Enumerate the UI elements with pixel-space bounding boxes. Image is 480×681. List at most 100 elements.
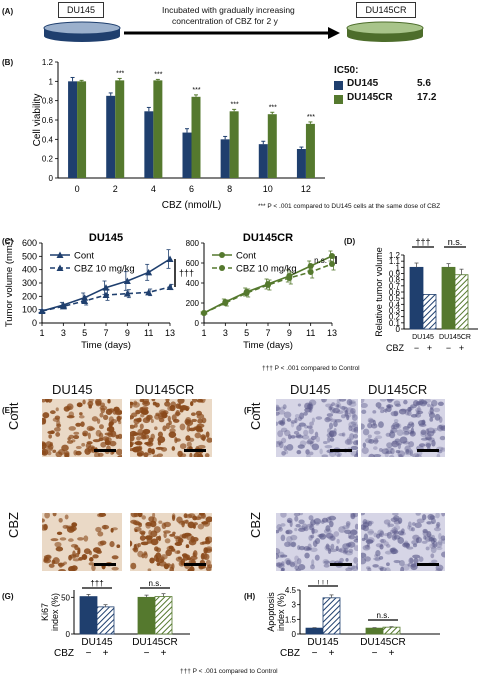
cell-nucleus <box>325 403 333 408</box>
significance-mark: ††† <box>90 580 103 588</box>
cell-nucleus <box>338 526 346 533</box>
cell-nucleus <box>309 421 314 426</box>
arrow-text-2: concentration of CBZ for 2 y <box>172 16 278 26</box>
y-tick-label: 0 <box>49 174 54 183</box>
cell-nucleus <box>386 442 393 448</box>
cell-nucleus <box>314 538 321 545</box>
cell-nucleus <box>351 414 358 421</box>
cell-nucleus <box>145 522 152 529</box>
cell-nucleus <box>397 517 403 524</box>
cell-nucleus <box>298 519 305 525</box>
cell-nucleus <box>380 409 385 414</box>
cell-nucleus <box>364 438 373 444</box>
cell-nucleus <box>205 546 212 552</box>
cell-nucleus <box>325 525 331 532</box>
cell-nucleus <box>324 416 331 423</box>
cell-nucleus <box>279 421 286 426</box>
x-tick-label: 13 <box>165 328 175 338</box>
cell-nucleus <box>397 442 401 450</box>
ki67-du145cr-cbz-image <box>130 513 212 571</box>
scale-bar <box>94 563 116 566</box>
y-tick-label: 4.5 <box>285 586 297 595</box>
cell-nucleus <box>399 531 406 536</box>
cell-nucleus <box>134 529 138 533</box>
cell-nucleus <box>281 417 286 425</box>
cell-nucleus <box>351 529 358 535</box>
cell-nucleus <box>99 424 104 430</box>
scale-bar <box>184 449 206 452</box>
cell-nucleus <box>280 513 287 518</box>
cell-nucleus <box>416 410 424 415</box>
cell-nucleus <box>145 441 154 447</box>
cell-nucleus <box>61 444 69 452</box>
cell-nucleus <box>86 425 94 432</box>
cell-nucleus <box>307 438 315 445</box>
cell-nucleus <box>351 411 356 418</box>
cell-nucleus <box>345 407 354 414</box>
cell-nucleus <box>296 424 302 432</box>
chart-title: DU145 <box>89 232 123 244</box>
cell-nucleus <box>176 516 183 523</box>
y-axis-title: index (%) <box>50 593 60 631</box>
cell-nucleus <box>294 527 298 532</box>
cell-nucleus <box>339 406 347 410</box>
data-point <box>81 297 89 304</box>
cell-nucleus <box>287 434 292 440</box>
cell-nucleus <box>390 447 395 455</box>
cell-nucleus <box>431 559 438 564</box>
cell-nucleus <box>141 431 147 436</box>
cell-nucleus <box>47 399 53 403</box>
cell-nucleus <box>373 437 379 445</box>
tunel-du145cr-cbz-image <box>361 513 445 571</box>
cell-nucleus <box>303 546 311 551</box>
cell-nucleus <box>286 444 294 451</box>
x-tick-label: 9 <box>287 328 292 338</box>
cell-nucleus <box>294 515 299 522</box>
cell-nucleus <box>427 403 431 408</box>
cell-nucleus <box>67 437 71 441</box>
cell-nucleus <box>415 537 420 544</box>
cell-nucleus <box>197 513 206 519</box>
cell-nucleus <box>343 548 349 554</box>
cell-nucleus <box>427 437 435 442</box>
cell-nucleus <box>47 443 54 450</box>
cell-nucleus <box>58 517 63 523</box>
cell-nucleus <box>435 541 443 548</box>
cell-nucleus <box>386 531 392 539</box>
cell-nucleus <box>412 554 421 559</box>
cell-nucleus <box>277 430 284 438</box>
data-point <box>145 288 153 296</box>
cell-nucleus <box>69 525 77 532</box>
cell-nucleus <box>398 408 407 415</box>
cell-nucleus <box>306 453 311 457</box>
cell-nucleus <box>157 431 163 438</box>
cell-nucleus <box>194 432 202 439</box>
cell-nucleus <box>431 543 436 547</box>
cell-nucleus <box>155 536 160 540</box>
cell-nucleus <box>187 521 195 529</box>
cell-nucleus <box>319 533 323 539</box>
cell-nucleus <box>330 407 336 414</box>
cell-nucleus <box>429 417 434 422</box>
cell-nucleus <box>147 449 153 456</box>
legend-swatch-du145cr <box>334 95 343 104</box>
cell-nucleus <box>368 419 375 423</box>
cbz-sign: + <box>459 343 464 353</box>
cell-nucleus <box>365 539 374 544</box>
cell-nucleus <box>207 564 212 568</box>
cell-nucleus <box>43 558 52 564</box>
cell-nucleus <box>144 535 153 540</box>
cell-nucleus <box>408 441 415 448</box>
tunel-du145-cbz-image <box>276 513 358 571</box>
cell-nucleus <box>164 401 171 407</box>
cell-nucleus <box>167 564 173 568</box>
cell-nucleus <box>390 517 399 522</box>
cell-nucleus <box>133 418 140 425</box>
cell-nucleus <box>193 452 201 457</box>
cell-nucleus <box>361 447 369 455</box>
cell-nucleus <box>116 415 122 420</box>
bar-du145 <box>258 144 268 178</box>
cell-nucleus <box>109 440 117 447</box>
